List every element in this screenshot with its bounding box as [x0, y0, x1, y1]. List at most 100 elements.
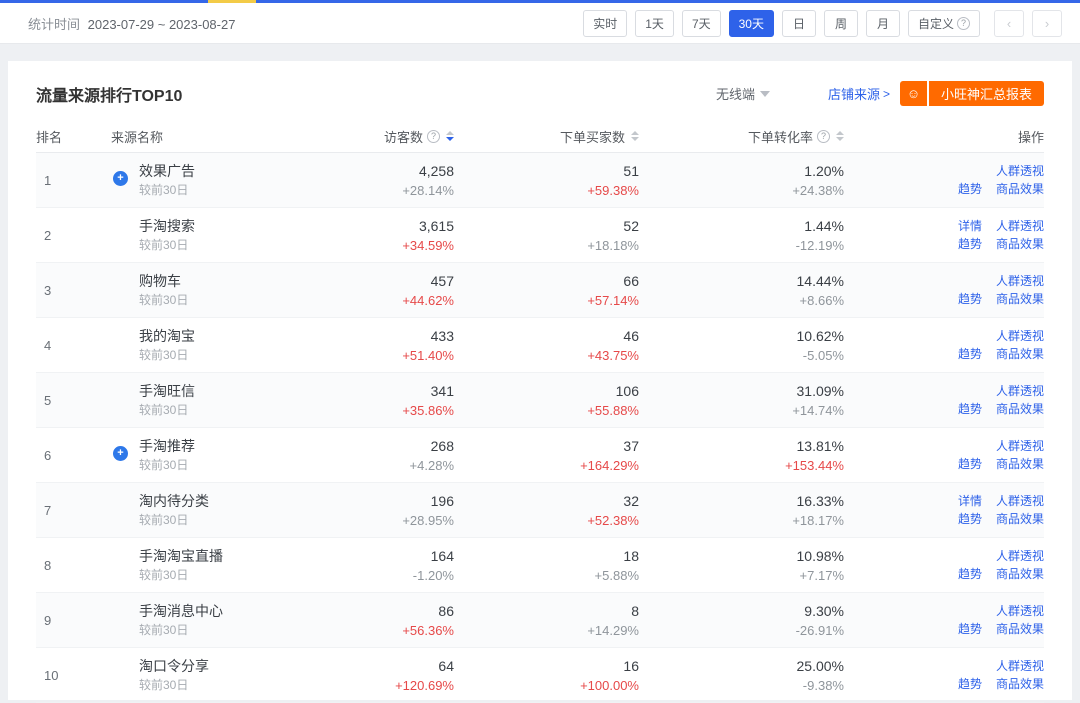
help-icon[interactable]: ?: [817, 129, 830, 143]
op-product-effect-link[interactable]: 商品效果: [995, 457, 1044, 471]
conversion-rate-value: 14.44%: [796, 272, 844, 289]
period-button-7天[interactable]: 7天: [681, 9, 721, 37]
table-header: 排名 来源名称 访客数 ? 下单买家数 下单转化率 ? 操作: [36, 120, 1044, 153]
store-source-link[interactable]: 店铺来源 >: [827, 86, 890, 103]
terminal-dropdown-label: 无线端: [715, 87, 755, 102]
op-audience-insight-link[interactable]: 人群透视: [995, 164, 1044, 178]
source-name: 手淘搜索: [139, 217, 195, 234]
order-buyers-value: 16: [623, 657, 639, 674]
conversion-rate-change: -12.19%: [795, 237, 844, 253]
period-button-30天[interactable]: 30天: [728, 9, 774, 37]
op-trend-link[interactable]: 趋势: [957, 567, 982, 581]
actions-line-1: 人群透视: [844, 657, 1044, 675]
op-product-effect-link[interactable]: 商品效果: [995, 347, 1044, 361]
table-rows: 1 + 效果广告 较前30日 4,258 +28.14% 51 +59.38% …: [36, 153, 1044, 703]
op-trend-link[interactable]: 趋势: [957, 292, 982, 306]
op-trend-link[interactable]: 趋势: [957, 677, 982, 691]
order-buyers-change: +5.88%: [594, 567, 639, 583]
op-product-effect-link[interactable]: 商品效果: [995, 292, 1044, 306]
col-visitors[interactable]: 访客数 ?: [224, 127, 454, 146]
table-row: 6 + 手淘推荐 较前30日 268 +4.28% 37 +164.29% 13…: [36, 428, 1044, 483]
source-name: 效果广告: [139, 162, 195, 179]
visitors-value: 3,615: [418, 217, 454, 234]
op-trend-link[interactable]: 趋势: [957, 182, 982, 196]
period-button-日[interactable]: 日: [781, 9, 816, 37]
op-product-effect-link[interactable]: 商品效果: [995, 237, 1044, 251]
op-product-effect-link[interactable]: 商品效果: [995, 567, 1044, 581]
actions-line-2: 趋势 商品效果: [844, 235, 1044, 253]
terminal-dropdown[interactable]: 无线端: [716, 84, 770, 103]
conversion-rate-value: 25.00%: [796, 657, 844, 674]
period-button-月[interactable]: 月: [865, 9, 900, 37]
op-trend-link[interactable]: 趋势: [957, 347, 982, 361]
period-button-周[interactable]: 周: [823, 9, 858, 37]
actions-line-2: 趋势 商品效果: [844, 400, 1044, 418]
compare-period-label: 较前30日: [139, 402, 189, 417]
op-trend-link[interactable]: 趋势: [957, 402, 982, 416]
op-audience-insight-link[interactable]: 人群透视: [995, 439, 1044, 453]
visitors-change: +44.62%: [402, 292, 454, 308]
date-pager: ‹ ›: [994, 9, 1062, 37]
stat-time: 统计时间 2023-07-29 ~ 2023-08-27: [28, 14, 235, 33]
op-product-effect-link[interactable]: 商品效果: [995, 622, 1044, 636]
op-audience-insight-link[interactable]: 人群透视: [995, 549, 1044, 563]
conversion-rate-value: 13.81%: [796, 437, 844, 454]
period-button-自定义[interactable]: 自定义 ?: [907, 9, 980, 37]
rank-value: 3: [44, 282, 52, 298]
op-audience-insight-link[interactable]: 人群透视: [995, 659, 1044, 673]
op-product-effect-link[interactable]: 商品效果: [995, 182, 1044, 196]
op-product-effect-link[interactable]: 商品效果: [995, 512, 1044, 526]
col-actions: 操作: [1017, 129, 1044, 145]
wangshen-report-button[interactable]: 小旺神汇总报表: [928, 81, 1044, 106]
actions-line-2: 趋势 商品效果: [844, 345, 1044, 363]
period-button-1天[interactable]: 1天: [635, 9, 674, 37]
op-audience-insight-link[interactable]: 人群透视: [995, 219, 1044, 233]
chevron-right-icon: >: [882, 86, 890, 101]
order-buyers-value: 18: [623, 547, 639, 564]
visitors-value: 268: [430, 437, 454, 454]
table-row: 1 + 效果广告 较前30日 4,258 +28.14% 51 +59.38% …: [36, 153, 1044, 208]
op-trend-link[interactable]: 趋势: [957, 457, 982, 471]
compare-period-label: 较前30日: [139, 292, 189, 307]
table-row: 8 手淘淘宝直播 较前30日 164 -1.20% 18 +5.88% 10.9…: [36, 538, 1044, 593]
source-name: 手淘淘宝直播: [139, 547, 223, 564]
actions-line-1: 人群透视: [844, 162, 1044, 180]
help-icon[interactable]: ?: [427, 129, 440, 143]
op-trend-link[interactable]: 趋势: [957, 512, 982, 526]
sort-icon[interactable]: [836, 131, 844, 141]
op-audience-insight-link[interactable]: 人群透视: [995, 329, 1044, 343]
op-audience-insight-link[interactable]: 人群透视: [995, 384, 1044, 398]
op-audience-insight-link[interactable]: 人群透视: [995, 494, 1044, 508]
op-product-effect-link[interactable]: 商品效果: [995, 677, 1044, 691]
compare-period-label: 较前30日: [139, 182, 189, 197]
next-period-button[interactable]: ›: [1032, 9, 1062, 37]
visitors-value: 64: [438, 657, 454, 674]
sort-icon[interactable]: [631, 131, 639, 141]
op-trend-link[interactable]: 趋势: [957, 622, 982, 636]
op-product-effect-link[interactable]: 商品效果: [995, 402, 1044, 416]
wangshen-mascot-icon[interactable]: ☺: [899, 81, 927, 106]
sort-icon[interactable]: [446, 131, 454, 141]
compare-period-label: 较前30日: [139, 512, 189, 527]
compare-period-label: 较前30日: [139, 622, 189, 637]
col-conversion-rate[interactable]: 下单转化率 ?: [639, 127, 844, 146]
op-audience-insight-link[interactable]: 人群透视: [995, 274, 1044, 288]
op-audience-insight-link[interactable]: 人群透视: [995, 604, 1044, 618]
period-button-实时[interactable]: 实时: [583, 9, 628, 37]
visitors-value: 86: [438, 602, 454, 619]
prev-period-button[interactable]: ‹: [994, 9, 1024, 37]
col-order-buyers[interactable]: 下单买家数: [454, 127, 639, 146]
order-buyers-change: +164.29%: [580, 457, 639, 473]
op-detail-link[interactable]: 详情: [957, 494, 982, 508]
top-progress-strip: [0, 0, 1080, 3]
traffic-source-table: 排名 来源名称 访客数 ? 下单买家数 下单转化率 ? 操作: [8, 120, 1072, 703]
actions-line-1: 人群透视: [844, 437, 1044, 455]
op-trend-link[interactable]: 趋势: [957, 237, 982, 251]
order-buyers-value: 46: [623, 327, 639, 344]
order-buyers-change: +100.00%: [580, 677, 639, 693]
order-buyers-value: 51: [623, 162, 639, 179]
source-name: 淘口令分享: [139, 657, 209, 674]
conversion-rate-change: +14.74%: [792, 402, 844, 418]
panel-header: 流量来源排行TOP10 无线端 店铺来源 > ☺ 小旺神汇总报表: [8, 61, 1072, 120]
op-detail-link[interactable]: 详情: [957, 219, 982, 233]
